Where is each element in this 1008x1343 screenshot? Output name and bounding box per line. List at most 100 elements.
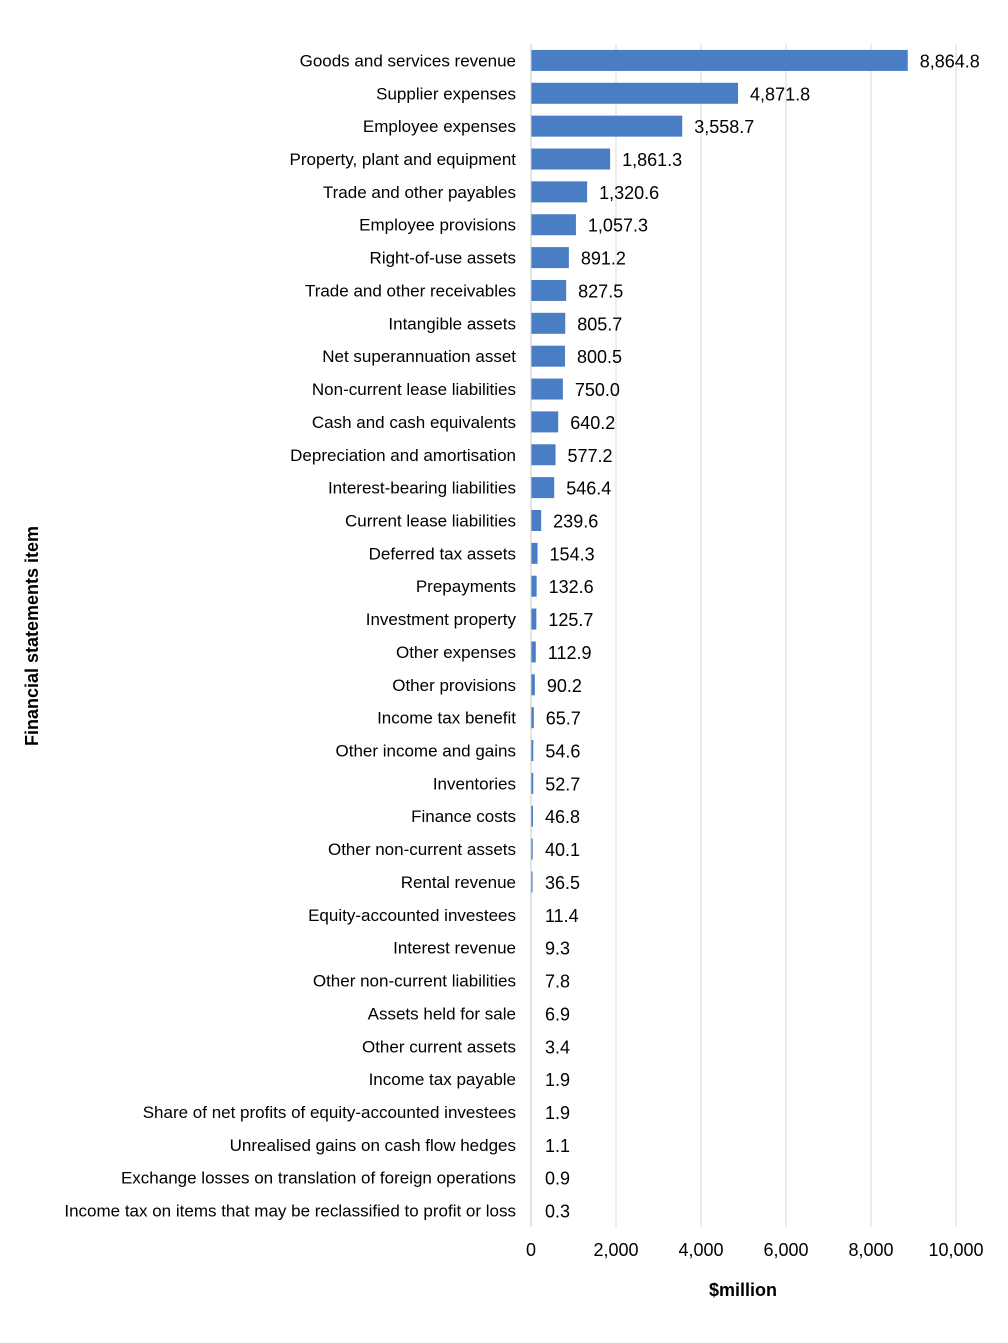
value-label: 1,320.6 — [599, 183, 659, 203]
y-axis-title: Financial statements item — [22, 526, 42, 746]
value-label: 546.4 — [566, 479, 611, 499]
bar — [531, 411, 559, 433]
value-label: 750.0 — [575, 380, 620, 400]
category-label: Trade and other receivables — [305, 281, 516, 300]
value-label: 36.5 — [545, 873, 580, 893]
category-label: Goods and services revenue — [300, 51, 516, 70]
value-label: 125.7 — [548, 610, 593, 630]
category-label: Rental revenue — [401, 873, 516, 892]
category-label: Prepayments — [416, 577, 516, 596]
value-label: 9.3 — [545, 939, 570, 959]
value-label: 239.6 — [553, 511, 598, 531]
bar — [531, 772, 534, 794]
value-label: 1.9 — [545, 1070, 570, 1090]
category-label: Net superannuation asset — [322, 347, 516, 366]
value-label: 11.4 — [545, 906, 579, 926]
bar — [531, 247, 569, 269]
category-label: Income tax benefit — [377, 709, 516, 728]
x-tick-labels: 0 2,000 4,000 6,000 8,000 10,000 — [526, 1240, 984, 1260]
category-label: Current lease liabilities — [345, 511, 516, 530]
bar — [531, 805, 533, 827]
x-tick-label: 2,000 — [593, 1240, 638, 1260]
value-label: 3.4 — [545, 1037, 570, 1057]
x-tick-label: 0 — [526, 1240, 536, 1260]
value-label: 1.9 — [545, 1103, 570, 1123]
category-label: Other provisions — [392, 676, 516, 695]
x-tick-label: 4,000 — [678, 1240, 723, 1260]
value-label: 7.8 — [545, 972, 570, 992]
bar — [531, 477, 555, 499]
bar — [531, 345, 566, 367]
value-label: 112.9 — [548, 643, 592, 663]
value-label: 577.2 — [568, 446, 613, 466]
value-label: 805.7 — [577, 314, 622, 334]
category-labels: Goods and services revenue Supplier expen… — [64, 51, 516, 1220]
value-label: 0.9 — [545, 1169, 570, 1189]
bar — [531, 542, 538, 564]
category-label: Equity-accounted investees — [308, 906, 516, 925]
bar — [531, 740, 534, 762]
bar — [531, 312, 566, 334]
bar — [531, 509, 542, 531]
category-label: Assets held for sale — [368, 1004, 516, 1023]
bar — [531, 115, 683, 137]
value-label: 3,558.7 — [694, 117, 754, 137]
value-label: 52.7 — [545, 774, 580, 794]
category-label: Finance costs — [411, 807, 516, 826]
value-labels: 8,864.8 4,871.8 3,558.7 1,861.3 1,320.6 1,057… — [545, 51, 980, 1221]
category-label: Share of net profits of equity-accounted… — [143, 1103, 516, 1122]
bar — [531, 838, 533, 860]
value-label: 891.2 — [581, 249, 626, 269]
category-label: Interest-bearing liabilities — [328, 479, 516, 498]
bar — [531, 378, 563, 400]
value-label: 4,871.8 — [750, 84, 810, 104]
category-label: Deferred tax assets — [369, 544, 516, 563]
bar — [531, 575, 537, 597]
value-label: 1,057.3 — [588, 216, 648, 236]
category-label: Income tax on items that may be reclassi… — [64, 1202, 516, 1221]
category-label: Other non-current assets — [328, 840, 516, 859]
category-label: Property, plant and equipment — [290, 150, 517, 169]
value-label: 640.2 — [570, 413, 615, 433]
category-label: Exchange losses on translation of foreig… — [121, 1169, 516, 1188]
category-label: Cash and cash equivalents — [312, 413, 516, 432]
bar — [531, 608, 537, 630]
bar — [531, 871, 533, 893]
x-tick-label: 8,000 — [848, 1240, 893, 1260]
category-label: Intangible assets — [388, 314, 516, 333]
bar — [531, 82, 739, 104]
value-label: 1.1 — [545, 1136, 570, 1156]
category-label: Employee provisions — [359, 216, 516, 235]
value-label: 132.6 — [549, 577, 594, 597]
bar — [531, 641, 536, 663]
bar — [531, 444, 556, 466]
category-label: Other expenses — [396, 643, 516, 662]
bars — [531, 49, 908, 1222]
value-label: 40.1 — [545, 840, 580, 860]
category-label: Depreciation and amortisation — [290, 446, 516, 465]
gridlines — [615, 44, 957, 1227]
x-axis-title: $million — [709, 1280, 777, 1300]
value-label: 46.8 — [545, 807, 580, 827]
category-label: Other current assets — [362, 1037, 516, 1056]
category-label: Trade and other payables — [323, 183, 516, 202]
category-label: Non-current lease liabilities — [312, 380, 516, 399]
value-label: 8,864.8 — [920, 51, 980, 71]
category-label: Employee expenses — [363, 117, 516, 136]
value-label: 6.9 — [545, 1004, 570, 1024]
value-label: 65.7 — [546, 709, 581, 729]
value-label: 54.6 — [545, 742, 580, 762]
bar — [531, 279, 567, 301]
category-label: Inventories — [433, 774, 516, 793]
value-label: 800.5 — [577, 347, 622, 367]
value-label: 90.2 — [547, 676, 582, 696]
value-label: 0.3 — [545, 1202, 570, 1222]
category-label: Investment property — [366, 610, 517, 629]
bar — [531, 148, 611, 170]
bar — [531, 214, 576, 236]
value-label: 154.3 — [550, 544, 595, 564]
category-label: Unrealised gains on cash flow hedges — [230, 1136, 516, 1155]
bar — [531, 674, 535, 696]
x-tick-label: 10,000 — [928, 1240, 983, 1260]
